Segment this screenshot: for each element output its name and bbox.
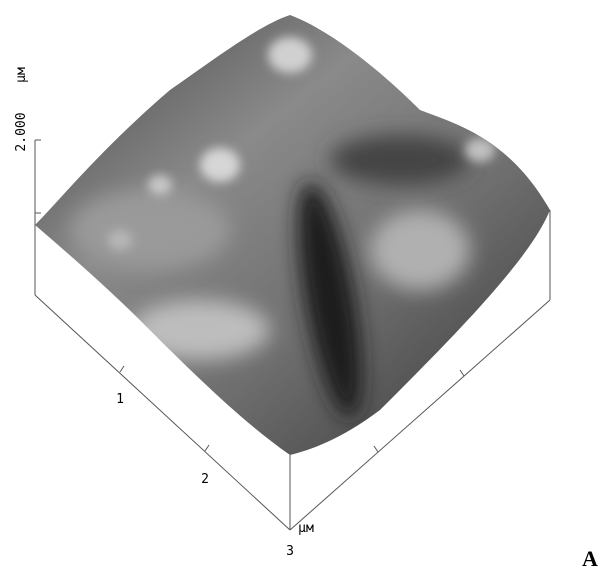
x-tick-label: 1 — [116, 392, 124, 407]
z-unit: µм — [14, 67, 29, 83]
x-tick-label: 2 — [201, 472, 209, 487]
x-tick-label: 3 — [286, 544, 294, 559]
axes — [34, 139, 551, 531]
x-unit: µм — [298, 521, 314, 536]
z-tick-label: 2.000 — [14, 112, 29, 151]
panel-label: A — [582, 546, 598, 571]
surface — [35, 15, 550, 455]
